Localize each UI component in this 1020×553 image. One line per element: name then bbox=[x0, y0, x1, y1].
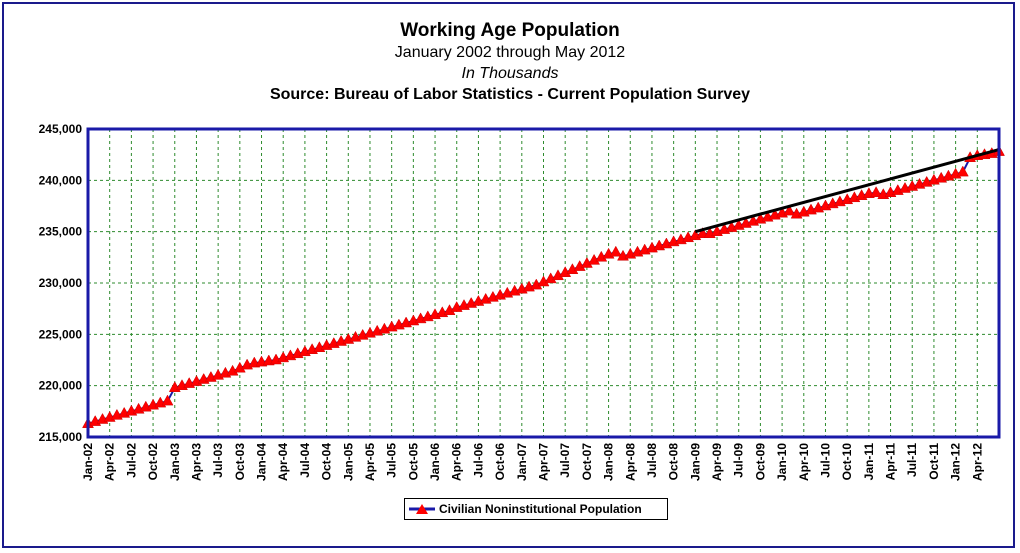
x-tick-label: Oct-06 bbox=[493, 443, 507, 481]
legend: Civilian Noninstitutional Population bbox=[404, 498, 668, 520]
x-tick-label: Oct-03 bbox=[233, 443, 247, 481]
plot-border bbox=[86, 127, 1001, 439]
x-tick-label: Jul-02 bbox=[124, 443, 138, 478]
y-axis-tick-labels: 215,000 220,000 225,000 230,000 235,000 240,0… bbox=[39, 122, 83, 444]
horizontal-gridlines bbox=[88, 179, 999, 387]
x-tick-label: Apr-10 bbox=[797, 443, 811, 481]
x-tick-label: Jan-09 bbox=[688, 443, 702, 481]
chart-title: Working Age Population bbox=[400, 20, 620, 41]
data-point bbox=[870, 186, 883, 197]
x-tick-label: Jul-06 bbox=[471, 443, 485, 478]
x-tick-label: Jan-05 bbox=[341, 443, 355, 481]
x-tick-label: Jul-05 bbox=[385, 443, 399, 478]
series-markers bbox=[82, 145, 1005, 428]
x-tick-label: Oct-11 bbox=[927, 443, 941, 480]
x-tick-label: Apr-06 bbox=[450, 443, 464, 481]
x-tick-label: Jan-10 bbox=[775, 443, 789, 481]
x-axis-tick-labels: Jan-02 Apr-02 Jul-02 Oct-02 Jan-03 Apr-03 Jul-… bbox=[81, 443, 984, 481]
x-tick-label: Oct-02 bbox=[146, 443, 160, 481]
data-point bbox=[161, 394, 174, 406]
chart-subtitle-source: Source: Bureau of Labor Statistics - Cur… bbox=[269, 86, 751, 103]
x-tick-label: Jan-04 bbox=[255, 443, 269, 481]
x-tick-label: Jan-11 bbox=[862, 443, 876, 481]
x-tick-label: Jul-08 bbox=[645, 443, 659, 478]
x-tick-label: Jul-10 bbox=[818, 443, 832, 478]
x-tick-label: Apr-02 bbox=[103, 443, 117, 481]
x-tick-label: Jan-08 bbox=[602, 443, 616, 481]
x-tick-label: Apr-04 bbox=[276, 443, 290, 481]
x-tick-label: Jul-09 bbox=[732, 443, 746, 478]
y-tick-label: 245,000 bbox=[39, 122, 83, 136]
x-tick-label: Apr-03 bbox=[189, 443, 203, 481]
x-tick-label: Jan-02 bbox=[81, 443, 95, 481]
x-tick-label: Jul-03 bbox=[211, 443, 225, 478]
x-tick-label: Oct-09 bbox=[753, 443, 767, 481]
data-point bbox=[783, 204, 796, 216]
x-tick-label: Jul-04 bbox=[298, 443, 312, 478]
data-point bbox=[956, 165, 969, 177]
trend-line bbox=[694, 148, 1000, 234]
x-tick-label: Oct-05 bbox=[406, 443, 420, 481]
chart-subtitle-range: January 2002 through May 2012 bbox=[394, 44, 626, 61]
x-tick-label: Apr-07 bbox=[537, 443, 551, 481]
x-tick-label: Apr-12 bbox=[970, 443, 984, 481]
x-tick-label: Oct-10 bbox=[840, 443, 854, 481]
x-tick-label: Oct-08 bbox=[667, 443, 681, 481]
legend-series-label: Civilian Noninstitutional Population bbox=[439, 502, 642, 516]
x-tick-label: Jan-07 bbox=[515, 443, 529, 481]
x-tick-label: Jul-11 bbox=[905, 443, 919, 477]
y-tick-label: 230,000 bbox=[39, 276, 83, 290]
chart-subtitle-units: In Thousands bbox=[461, 65, 559, 82]
data-point bbox=[609, 245, 622, 257]
x-tick-label: Jan-12 bbox=[949, 443, 963, 481]
y-tick-label: 235,000 bbox=[39, 225, 83, 239]
y-tick-label: 240,000 bbox=[39, 173, 83, 187]
data-point bbox=[696, 227, 709, 238]
x-tick-label: Apr-11 bbox=[884, 443, 898, 481]
x-tick-label: Apr-05 bbox=[363, 443, 377, 481]
x-tick-label: Oct-07 bbox=[580, 443, 594, 481]
x-tick-label: Apr-08 bbox=[623, 443, 637, 481]
x-tick-label: Jan-06 bbox=[428, 443, 442, 481]
x-tick-label: Jul-07 bbox=[558, 443, 572, 478]
y-tick-label: 225,000 bbox=[39, 327, 83, 341]
x-tick-label: Oct-04 bbox=[320, 443, 334, 481]
x-tick-label: Jan-03 bbox=[168, 443, 182, 481]
y-tick-label: 215,000 bbox=[39, 430, 83, 444]
legend-series-swatch bbox=[409, 504, 435, 514]
y-tick-label: 220,000 bbox=[39, 379, 83, 393]
x-tick-label: Apr-09 bbox=[710, 443, 724, 481]
